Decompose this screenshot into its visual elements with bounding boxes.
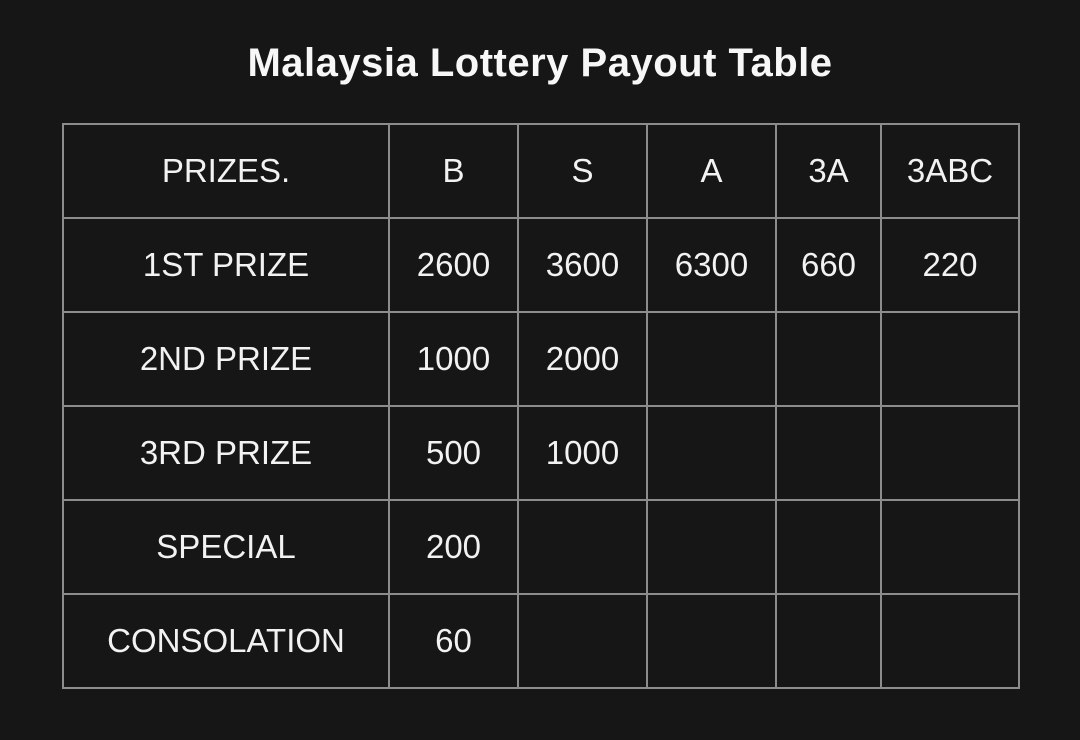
value-cell bbox=[517, 593, 648, 689]
value-cell: 500 bbox=[388, 405, 519, 501]
table-row: CONSOLATION 60 bbox=[62, 593, 1020, 689]
payout-table-header: PRIZES. B S A 3A 3ABC bbox=[62, 123, 1020, 219]
column-header: S bbox=[517, 123, 648, 219]
payout-table: PRIZES. B S A 3A 3ABC 1ST PRIZE 2600 3600 6300 66… bbox=[62, 123, 1020, 689]
value-cell bbox=[880, 311, 1020, 407]
value-cell: 660 bbox=[775, 217, 882, 313]
value-cell: 2600 bbox=[388, 217, 519, 313]
value-cell: 60 bbox=[388, 593, 519, 689]
row-label-cell: 1ST PRIZE bbox=[62, 217, 390, 313]
value-cell: 3600 bbox=[517, 217, 648, 313]
table-row: SPECIAL 200 bbox=[62, 499, 1020, 595]
table-row: 1ST PRIZE 2600 3600 6300 660 220 bbox=[62, 217, 1020, 313]
value-cell bbox=[880, 499, 1020, 595]
value-cell bbox=[775, 593, 882, 689]
table-row: 3RD PRIZE 500 1000 bbox=[62, 405, 1020, 501]
row-label-cell: 3RD PRIZE bbox=[62, 405, 390, 501]
value-cell: 1000 bbox=[388, 311, 519, 407]
value-cell bbox=[517, 499, 648, 595]
row-label-cell: SPECIAL bbox=[62, 499, 390, 595]
value-cell: 1000 bbox=[517, 405, 648, 501]
header-row: PRIZES. B S A 3A 3ABC bbox=[62, 123, 1020, 219]
value-cell: 2000 bbox=[517, 311, 648, 407]
column-header: 3A bbox=[775, 123, 882, 219]
value-cell: 220 bbox=[880, 217, 1020, 313]
column-header: PRIZES. bbox=[62, 123, 390, 219]
value-cell bbox=[880, 593, 1020, 689]
value-cell bbox=[646, 593, 777, 689]
row-label-cell: 2ND PRIZE bbox=[62, 311, 390, 407]
value-cell bbox=[880, 405, 1020, 501]
row-label-cell: CONSOLATION bbox=[62, 593, 390, 689]
page-title: Malaysia Lottery Payout Table bbox=[247, 41, 833, 85]
value-cell bbox=[646, 311, 777, 407]
value-cell bbox=[775, 311, 882, 407]
value-cell bbox=[775, 405, 882, 501]
value-cell bbox=[646, 499, 777, 595]
table-row: 2ND PRIZE 1000 2000 bbox=[62, 311, 1020, 407]
column-header: 3ABC bbox=[880, 123, 1020, 219]
value-cell: 6300 bbox=[646, 217, 777, 313]
value-cell: 200 bbox=[388, 499, 519, 595]
payout-table-body: 1ST PRIZE 2600 3600 6300 660 220 2ND PRIZE 1000… bbox=[62, 217, 1020, 689]
value-cell bbox=[646, 405, 777, 501]
column-header: A bbox=[646, 123, 777, 219]
value-cell bbox=[775, 499, 882, 595]
column-header: B bbox=[388, 123, 519, 219]
